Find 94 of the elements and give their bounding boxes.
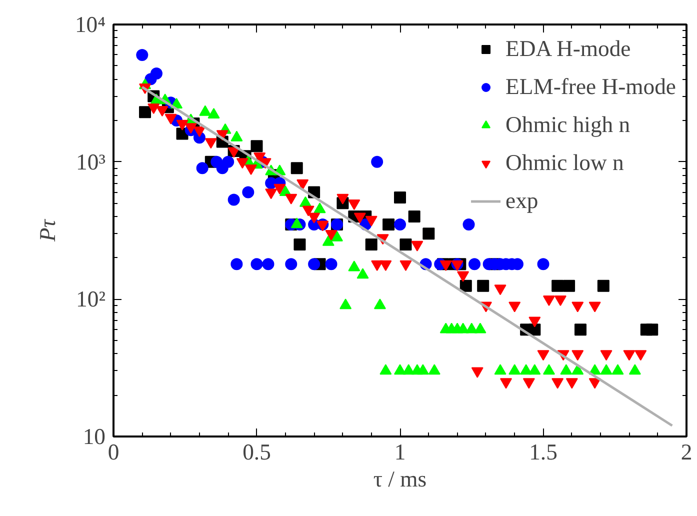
- point: [325, 258, 338, 270]
- point: [394, 218, 406, 230]
- point: [408, 210, 420, 222]
- x-tick-label: 1: [394, 440, 406, 464]
- legend-label: EDA H-mode: [506, 35, 631, 63]
- point: [468, 258, 480, 270]
- y-tick-label: 10: [82, 424, 106, 449]
- point: [316, 220, 329, 232]
- point: [500, 378, 512, 389]
- point: [230, 258, 243, 270]
- y-tick-label: 10⁴: [74, 12, 106, 37]
- point: [552, 280, 564, 292]
- point: [597, 280, 610, 292]
- point: [646, 324, 658, 336]
- point: [588, 302, 601, 312]
- point: [285, 194, 298, 204]
- point: [193, 126, 206, 138]
- point: [574, 324, 586, 336]
- point: [139, 106, 152, 118]
- point: [542, 295, 555, 306]
- point: [302, 206, 314, 216]
- point: [552, 378, 564, 389]
- point: [528, 316, 541, 328]
- point: [634, 350, 647, 361]
- point: [308, 258, 320, 270]
- x-tick-label: 2: [680, 440, 692, 464]
- point: [236, 158, 248, 169]
- point: [422, 228, 435, 240]
- point: [325, 230, 338, 240]
- x-axis-title: τ / ms: [373, 466, 427, 492]
- point: [296, 179, 309, 190]
- point: [285, 258, 298, 270]
- point: [150, 67, 162, 80]
- legend-label: exp: [506, 187, 538, 215]
- point: [156, 106, 168, 116]
- x-tick-label: 0: [108, 440, 120, 464]
- point: [336, 194, 349, 204]
- x-tick-label: 1.5: [529, 440, 558, 464]
- point: [250, 258, 263, 270]
- legend-label: Ohmic low n: [506, 149, 624, 177]
- point: [348, 200, 360, 210]
- point: [228, 194, 240, 206]
- legend-label: ELM-free H-mode: [506, 73, 676, 101]
- legend-label: Ohmic high n: [506, 111, 630, 139]
- point: [394, 191, 406, 204]
- point: [537, 258, 550, 270]
- point: [477, 280, 490, 292]
- point: [522, 378, 535, 389]
- x-tick-label: 0.5: [242, 440, 271, 464]
- y-tick-label: 10²: [76, 286, 106, 312]
- point: [508, 302, 521, 312]
- point: [400, 260, 412, 271]
- point: [623, 350, 636, 361]
- point: [196, 162, 208, 174]
- point: [572, 350, 584, 361]
- point: [600, 350, 612, 361]
- point: [537, 350, 550, 361]
- point: [204, 138, 217, 149]
- point: [308, 212, 320, 224]
- point: [164, 114, 177, 124]
- point: [290, 162, 303, 174]
- point: [274, 184, 286, 194]
- point: [365, 216, 378, 226]
- point: [294, 238, 306, 251]
- point: [411, 240, 424, 252]
- point: [494, 284, 506, 296]
- point: [136, 48, 148, 61]
- point: [554, 295, 566, 306]
- point: [354, 212, 366, 224]
- point: [371, 156, 384, 168]
- point: [176, 120, 188, 130]
- y-tick-label: 10³: [76, 149, 106, 174]
- point: [471, 367, 484, 378]
- point: [184, 123, 197, 134]
- point: [460, 280, 472, 292]
- point: [462, 218, 475, 230]
- point: [250, 140, 263, 152]
- point: [566, 378, 578, 389]
- point: [262, 258, 274, 270]
- point: [572, 302, 584, 312]
- point: [245, 164, 258, 175]
- point: [380, 260, 392, 271]
- point: [588, 378, 601, 389]
- point: [400, 238, 412, 251]
- point: [563, 280, 576, 292]
- point: [365, 238, 378, 251]
- point: [440, 260, 452, 271]
- point: [242, 186, 254, 198]
- point: [265, 188, 278, 200]
- point: [148, 104, 160, 114]
- point: [382, 218, 395, 230]
- y-axis-title: Pτ: [34, 218, 60, 242]
- point: [216, 162, 228, 174]
- point: [457, 271, 470, 282]
